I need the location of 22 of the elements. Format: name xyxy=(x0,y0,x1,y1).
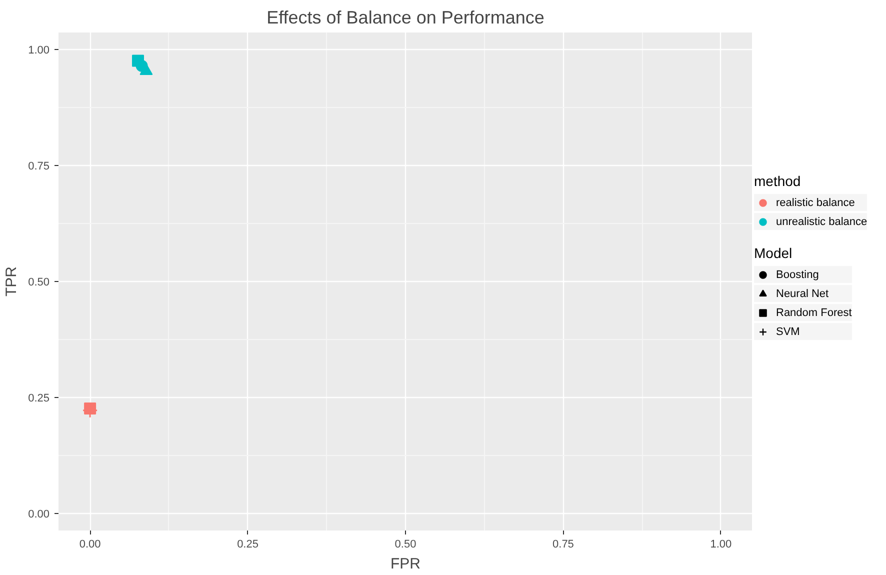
y-axis-title: TPR xyxy=(3,266,20,296)
text: Model xyxy=(754,245,794,261)
legend-label: Neural Net xyxy=(776,288,829,300)
legend-label: realistic balance xyxy=(776,196,855,208)
legend-title: method xyxy=(754,173,802,189)
legend-label: Boosting xyxy=(776,268,819,280)
chart-title: Effects of Balance on Performance xyxy=(266,8,544,28)
x-tick-label: 0.50 xyxy=(394,538,416,550)
point xyxy=(132,54,144,67)
y-tick-label: 0.75 xyxy=(28,160,50,173)
y-tick-label: 0.00 xyxy=(28,508,50,520)
legend-label: Random Forest xyxy=(776,306,852,318)
x-tick-label: 0.25 xyxy=(237,538,258,550)
x-tick-label: 0.75 xyxy=(552,538,574,550)
y-tick-label: 0.50 xyxy=(28,276,50,288)
x-axis-title: FPR xyxy=(390,556,421,572)
legend-label: unrealistic balance xyxy=(776,216,868,228)
x-tick-label: 0.00 xyxy=(79,538,101,550)
x-tick-label: 1.00 xyxy=(710,538,732,550)
legend-label: SVM xyxy=(776,326,800,338)
y-tick-label: 0.25 xyxy=(28,392,50,404)
y-tick-label: 1.00 xyxy=(28,44,50,57)
